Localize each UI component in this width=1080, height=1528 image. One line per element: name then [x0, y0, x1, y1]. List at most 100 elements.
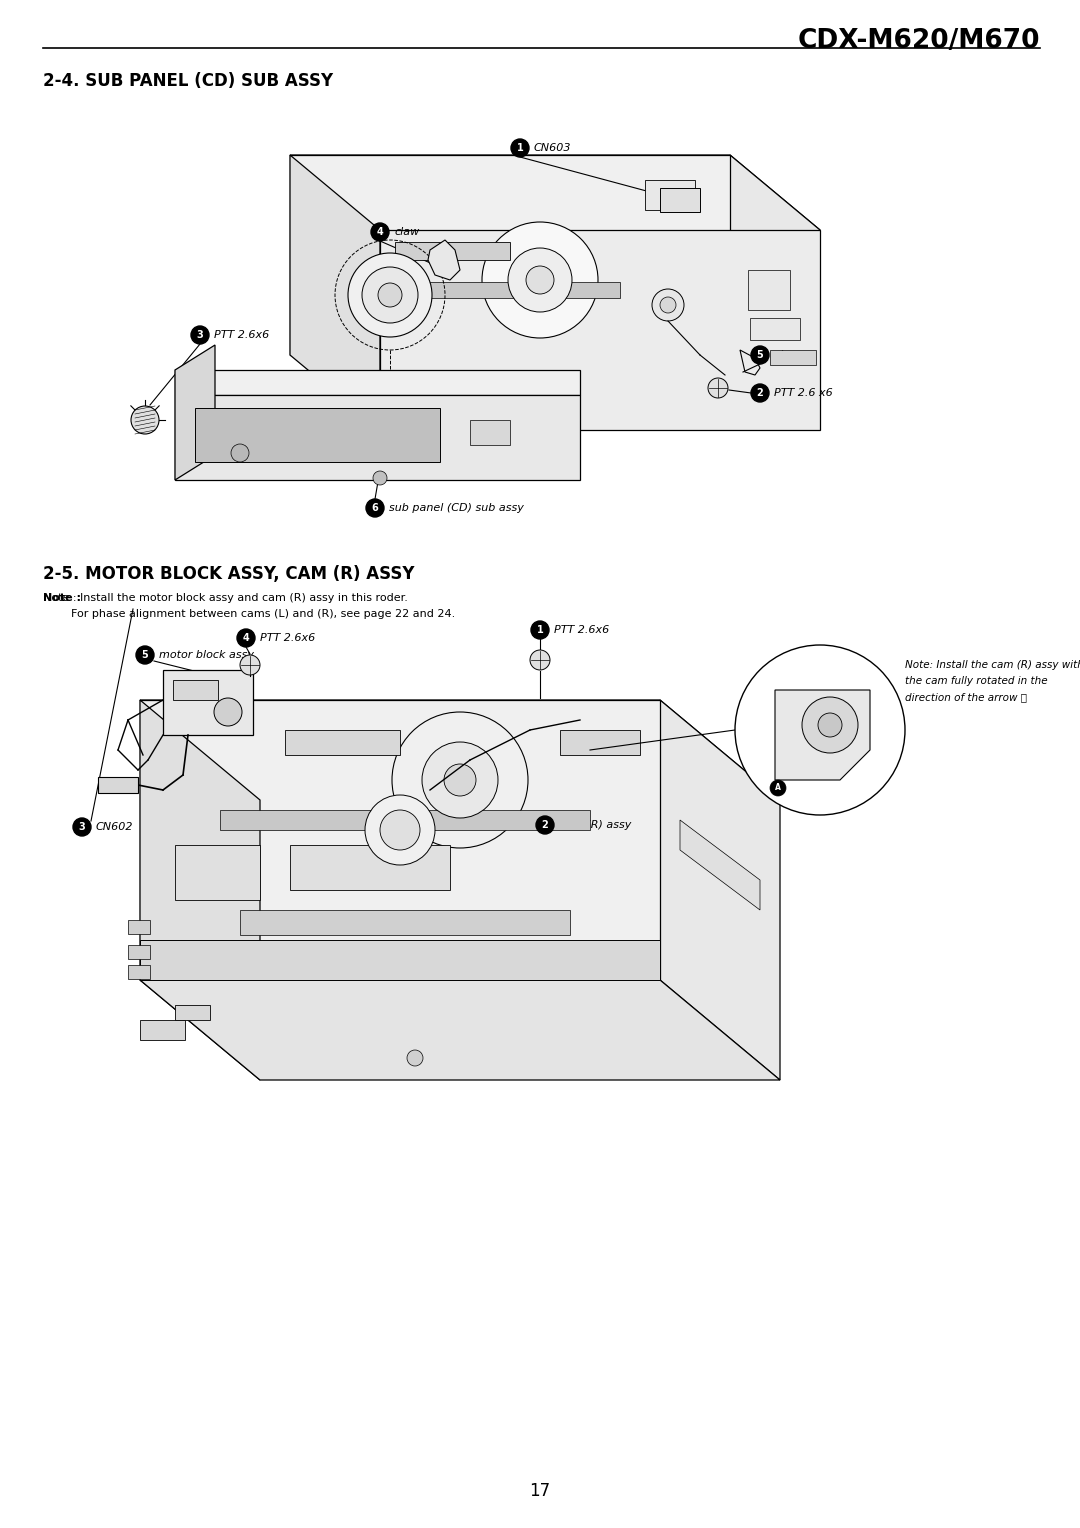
- Circle shape: [660, 296, 676, 313]
- Polygon shape: [175, 396, 580, 480]
- Circle shape: [526, 266, 554, 293]
- Polygon shape: [748, 270, 789, 310]
- Text: 2: 2: [757, 388, 764, 397]
- Circle shape: [511, 139, 529, 157]
- Text: 17: 17: [529, 1482, 551, 1500]
- Circle shape: [237, 630, 255, 646]
- Circle shape: [770, 779, 786, 796]
- Text: Note : Install the motor block assy and cam (R) assy in this roder.: Note : Install the motor block assy and …: [43, 593, 408, 604]
- Text: 2-4. SUB PANEL (CD) SUB ASSY: 2-4. SUB PANEL (CD) SUB ASSY: [43, 72, 333, 90]
- Circle shape: [508, 248, 572, 312]
- Polygon shape: [428, 240, 460, 280]
- Text: 4: 4: [377, 228, 383, 237]
- Polygon shape: [140, 1021, 185, 1041]
- Text: 2: 2: [542, 821, 549, 830]
- Text: PTT 2.6x6: PTT 2.6x6: [554, 625, 609, 636]
- Text: direction of the arrow Ⓐ: direction of the arrow Ⓐ: [905, 692, 1027, 701]
- Circle shape: [444, 764, 476, 796]
- Circle shape: [422, 743, 498, 817]
- Polygon shape: [129, 920, 150, 934]
- Text: motor block assy: motor block assy: [159, 649, 254, 660]
- Text: 3: 3: [79, 822, 85, 833]
- Text: claw: claw: [394, 228, 419, 237]
- Circle shape: [482, 222, 598, 338]
- Text: A: A: [775, 784, 781, 793]
- Text: 2-5. MOTOR BLOCK ASSY, CAM (R) ASSY: 2-5. MOTOR BLOCK ASSY, CAM (R) ASSY: [43, 565, 415, 584]
- Polygon shape: [140, 940, 660, 979]
- Text: CDX-M620/M670: CDX-M620/M670: [797, 28, 1040, 53]
- Text: CN602: CN602: [96, 822, 134, 833]
- Polygon shape: [770, 350, 816, 365]
- Polygon shape: [470, 420, 510, 445]
- Polygon shape: [195, 408, 440, 461]
- Polygon shape: [173, 680, 218, 700]
- Circle shape: [802, 697, 858, 753]
- Circle shape: [348, 254, 432, 338]
- Polygon shape: [680, 821, 760, 911]
- Text: 4: 4: [243, 633, 249, 643]
- Text: For phase alignment between cams (L) and (R), see page 22 and 24.: For phase alignment between cams (L) and…: [43, 610, 456, 619]
- Polygon shape: [380, 231, 820, 429]
- Polygon shape: [163, 669, 253, 735]
- Text: CN603: CN603: [534, 144, 571, 153]
- Text: Note: Install the cam (R) assy with: Note: Install the cam (R) assy with: [905, 660, 1080, 669]
- Text: PTT 2.6x6: PTT 2.6x6: [260, 633, 315, 643]
- Polygon shape: [140, 979, 780, 1080]
- Circle shape: [735, 645, 905, 814]
- Text: PTT 2.6x6: PTT 2.6x6: [214, 330, 269, 341]
- Polygon shape: [750, 318, 800, 341]
- Polygon shape: [140, 700, 660, 979]
- Polygon shape: [220, 810, 590, 830]
- Circle shape: [708, 377, 728, 397]
- Circle shape: [378, 283, 402, 307]
- Circle shape: [214, 698, 242, 726]
- Circle shape: [231, 445, 249, 461]
- Polygon shape: [775, 691, 870, 779]
- Circle shape: [366, 500, 384, 516]
- Text: sub panel (CD) sub assy: sub panel (CD) sub assy: [389, 503, 524, 513]
- Circle shape: [372, 223, 389, 241]
- Polygon shape: [390, 283, 620, 298]
- Text: 5: 5: [141, 649, 148, 660]
- Circle shape: [131, 406, 159, 434]
- Polygon shape: [175, 1005, 210, 1021]
- Circle shape: [362, 267, 418, 322]
- Polygon shape: [285, 730, 400, 755]
- Text: 5: 5: [757, 350, 764, 361]
- Polygon shape: [660, 700, 780, 1080]
- Text: 1: 1: [537, 625, 543, 636]
- Polygon shape: [395, 241, 510, 260]
- Circle shape: [818, 714, 842, 736]
- Text: 3: 3: [197, 330, 203, 341]
- Polygon shape: [240, 911, 570, 935]
- Polygon shape: [140, 700, 780, 801]
- Text: cam (R) assy: cam (R) assy: [559, 821, 632, 830]
- Circle shape: [751, 384, 769, 402]
- Polygon shape: [175, 370, 580, 396]
- Polygon shape: [175, 845, 260, 900]
- Text: 6: 6: [372, 503, 378, 513]
- Circle shape: [191, 325, 210, 344]
- Circle shape: [136, 646, 154, 665]
- Polygon shape: [730, 154, 820, 429]
- Polygon shape: [291, 154, 380, 429]
- Text: claw: claw: [774, 350, 799, 361]
- Polygon shape: [660, 188, 700, 212]
- Circle shape: [392, 712, 528, 848]
- Circle shape: [380, 810, 420, 850]
- Circle shape: [365, 795, 435, 865]
- Text: 1: 1: [516, 144, 524, 153]
- Circle shape: [73, 817, 91, 836]
- Circle shape: [652, 289, 684, 321]
- Polygon shape: [291, 154, 730, 354]
- Polygon shape: [175, 345, 215, 480]
- Polygon shape: [291, 845, 450, 889]
- Circle shape: [536, 816, 554, 834]
- Circle shape: [530, 649, 550, 669]
- Polygon shape: [561, 730, 640, 755]
- Text: Note :: Note :: [43, 593, 81, 604]
- Polygon shape: [129, 966, 150, 979]
- Polygon shape: [98, 778, 138, 793]
- Circle shape: [531, 620, 549, 639]
- Circle shape: [751, 345, 769, 364]
